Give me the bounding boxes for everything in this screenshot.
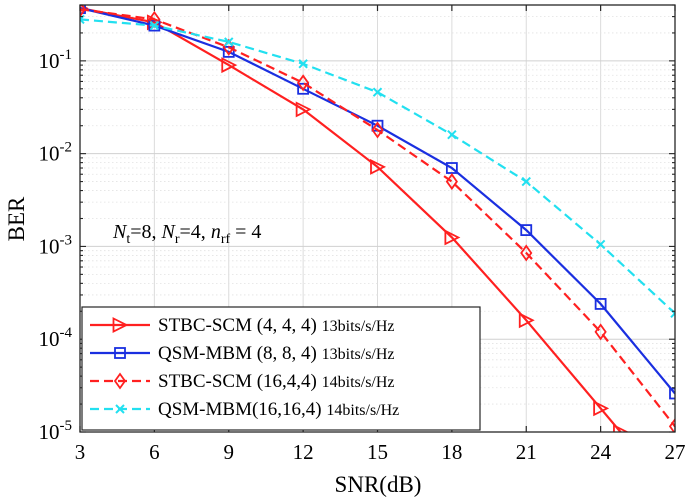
legend-label: STBC-SCM (4, 4, 4) 13bits/s/Hz: [158, 315, 395, 336]
data-point: [298, 59, 308, 69]
data-point: [520, 224, 533, 236]
data-point: [594, 323, 607, 341]
data-point: [371, 121, 384, 139]
legend-marker: [114, 347, 126, 359]
x-tick-label: 15: [367, 440, 388, 464]
series-line-1: [80, 7, 622, 432]
data-point: [669, 387, 675, 400]
data-point: [447, 130, 457, 140]
data-point: [80, 5, 87, 18]
x-tick-label: 3: [75, 440, 86, 464]
x-tick-label: 18: [441, 440, 462, 464]
y-tick-label: 10-4: [39, 325, 73, 351]
data-point: [518, 312, 535, 329]
data-point: [221, 57, 238, 74]
data-point: [370, 158, 387, 175]
y-tick-label: 10-3: [39, 232, 73, 258]
x-tick-label: 9: [224, 440, 235, 464]
x-tick-label: 21: [516, 440, 537, 464]
data-point: [613, 424, 629, 432]
legend-entry: QSM-MBM(16,16,4) 14bits/s/Hz: [90, 399, 399, 420]
parameter-annotation: Nt=8, Nr=4, nrf = 4: [112, 221, 261, 247]
data-point: [521, 176, 531, 187]
data-point: [372, 87, 383, 97]
y-axis-ticks: 10-1 10-2 10-3 10-4 10-5: [39, 4, 675, 444]
y-axis-label: BER: [4, 196, 29, 241]
series-line-2: [80, 7, 675, 395]
x-tick-label: 12: [293, 440, 314, 464]
data-point: [593, 400, 610, 417]
series-line-4: [80, 18, 675, 315]
data-point: [445, 173, 458, 191]
legend-label: STBC-SCM (16,4,4) 14bits/s/Hz: [158, 371, 395, 392]
data-point: [445, 162, 458, 174]
x-tick-label: 6: [149, 440, 160, 464]
data-point: [297, 82, 310, 95]
legend: STBC-SCM (4, 4, 4) 13bits/s/Hz QSM-MBM (8…: [81, 306, 481, 431]
legend-entry: QSM-MBM (8, 8, 4) 13bits/s/Hz: [90, 343, 395, 364]
legend-marker: [115, 404, 125, 414]
series-2: [80, 5, 675, 400]
series-1: [80, 5, 629, 432]
data-point: [668, 417, 675, 432]
y-tick-label: 10-1: [39, 47, 73, 73]
y-tick-label: 10-5: [39, 418, 73, 444]
x-tick-label: 24: [590, 440, 612, 464]
series-4: [80, 14, 675, 319]
data-point: [148, 19, 161, 32]
legend-entry: STBC-SCM (4, 4, 4) 13bits/s/Hz: [90, 315, 395, 336]
data-point: [295, 101, 312, 118]
data-point: [444, 229, 461, 246]
legend-label: QSM-MBM(16,16,4) 14bits/s/Hz: [158, 399, 399, 420]
legend-entry: STBC-SCM (16,4,4) 14bits/s/Hz: [90, 371, 395, 392]
data-point: [149, 20, 160, 31]
series-layer: [80, 5, 675, 432]
legend-marker: [112, 317, 129, 333]
series-line-3: [80, 8, 675, 428]
data-point: [224, 37, 234, 47]
data-point: [670, 308, 675, 319]
data-point: [520, 244, 533, 262]
x-axis-ticks: 3 6 9 12 15 18 21 24 27: [75, 5, 685, 464]
y-tick-label: 10-2: [39, 140, 73, 166]
x-tick-label: 27: [665, 440, 685, 464]
data-point: [297, 74, 310, 92]
data-point: [594, 298, 607, 310]
legend-marker: [113, 372, 127, 390]
x-axis-label: SNR(dB): [335, 472, 422, 497]
legend-label: QSM-MBM (8, 8, 4) 13bits/s/Hz: [158, 343, 395, 364]
data-point: [595, 239, 606, 250]
